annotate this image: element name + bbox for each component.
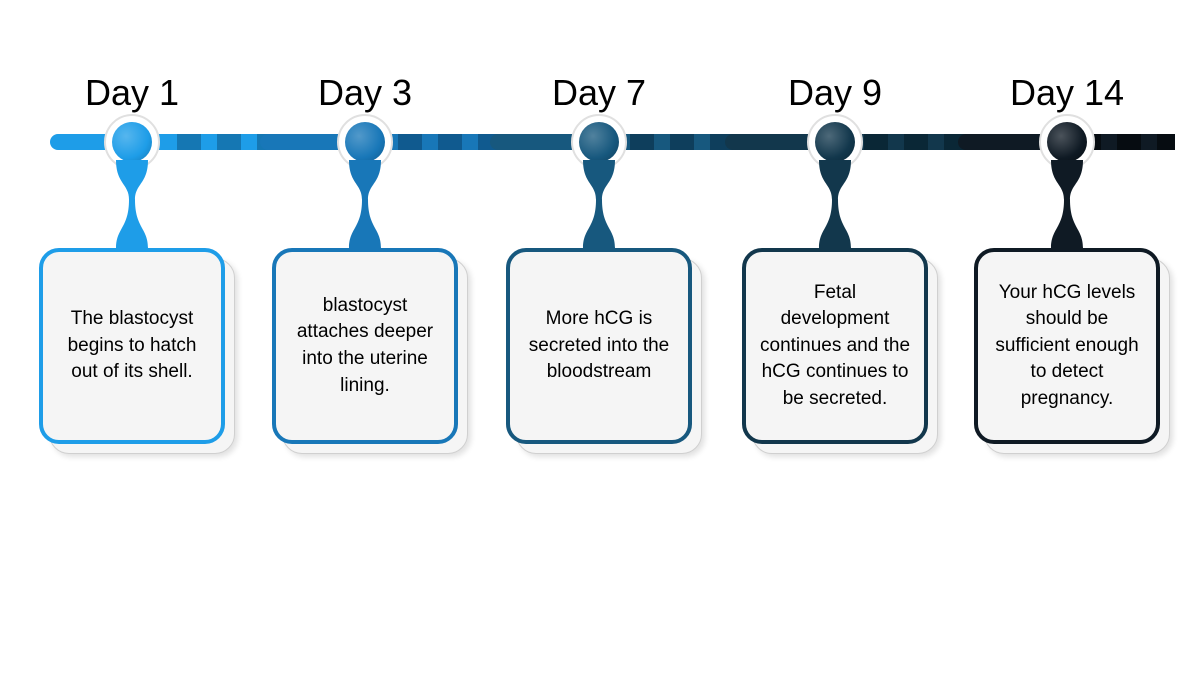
timeline-node-dot bbox=[112, 122, 152, 162]
timeline-node-dot bbox=[579, 122, 619, 162]
timeline-card-text: More hCG is secreted into the bloodstrea… bbox=[524, 306, 674, 386]
timeline-card-body: blastocyst attaches deeper into the uter… bbox=[272, 248, 458, 444]
timeline-card-text: Your hCG levels should be sufficient eno… bbox=[992, 280, 1142, 413]
timeline-card-text: The blastocyst begins to hatch out of it… bbox=[57, 306, 207, 386]
timeline-node-dot bbox=[815, 122, 855, 162]
timeline-day-title: Day 9 bbox=[788, 72, 882, 114]
timeline-day-title: Day 14 bbox=[1010, 72, 1124, 114]
timeline-infographic: Day 1 Day 3 Day 7 Day 9 Day 14 The blastocyst… bbox=[0, 0, 1200, 675]
timeline-day-title: Day 7 bbox=[552, 72, 646, 114]
timeline-connector bbox=[817, 160, 853, 248]
timeline-node-dot bbox=[345, 122, 385, 162]
timeline-connector bbox=[1049, 160, 1085, 248]
timeline-card: More hCG is secreted into the bloodstrea… bbox=[506, 248, 692, 444]
timeline-node-dot bbox=[1047, 122, 1087, 162]
timeline-connector bbox=[114, 160, 150, 248]
timeline-day-title: Day 3 bbox=[318, 72, 412, 114]
timeline-card: Your hCG levels should be sufficient eno… bbox=[974, 248, 1160, 444]
timeline-card: Fetal development continues and the hCG … bbox=[742, 248, 928, 444]
timeline-card: The blastocyst begins to hatch out of it… bbox=[39, 248, 225, 444]
timeline-bar-segment bbox=[50, 134, 280, 150]
timeline-connector bbox=[347, 160, 383, 248]
timeline-card: blastocyst attaches deeper into the uter… bbox=[272, 248, 458, 444]
timeline-card-text: Fetal development continues and the hCG … bbox=[760, 280, 910, 413]
timeline-card-body: Fetal development continues and the hCG … bbox=[742, 248, 928, 444]
timeline-connector bbox=[581, 160, 617, 248]
timeline-card-body: Your hCG levels should be sufficient eno… bbox=[974, 248, 1160, 444]
timeline-card-body: The blastocyst begins to hatch out of it… bbox=[39, 248, 225, 444]
timeline-day-title: Day 1 bbox=[85, 72, 179, 114]
timeline-card-body: More hCG is secreted into the bloodstrea… bbox=[506, 248, 692, 444]
timeline-card-text: blastocyst attaches deeper into the uter… bbox=[290, 293, 440, 399]
